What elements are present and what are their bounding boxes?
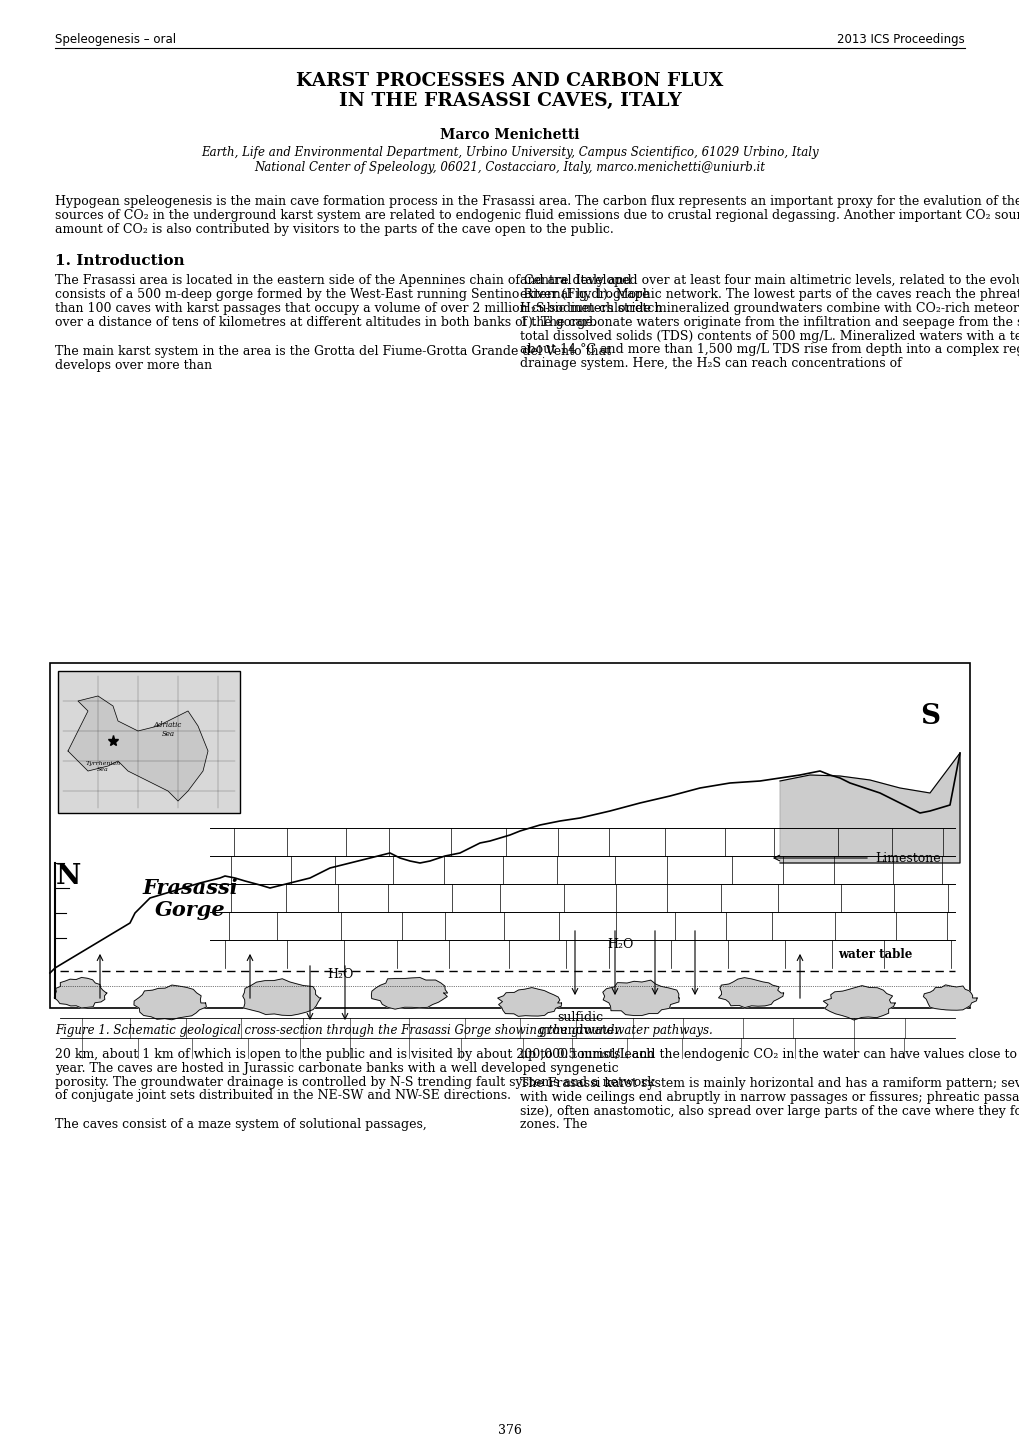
Text: drainage system. Here, the H₂S can reach concentrations of: drainage system. Here, the H₂S can reach… (520, 358, 901, 371)
Text: IN THE FRASASSI CAVES, ITALY: IN THE FRASASSI CAVES, ITALY (338, 92, 681, 110)
Text: Hypogean speleogenesis is the main cave formation process in the Frasassi area. : Hypogean speleogenesis is the main cave … (55, 195, 1019, 208)
Polygon shape (822, 986, 895, 1019)
Polygon shape (922, 985, 976, 1011)
Text: over a distance of tens of kilometres at different altitudes in both banks of th: over a distance of tens of kilometres at… (55, 316, 596, 329)
Text: total dissolved solids (TDS) contents of 500 mg/L. Mineralized waters with a tem: total dissolved solids (TDS) contents of… (520, 330, 1019, 343)
Text: of conjugate joint sets distribuited in the NE-SW and NW-SE directions.: of conjugate joint sets distribuited in … (55, 1089, 511, 1102)
Text: H₂O: H₂O (606, 937, 633, 952)
Text: H₂O: H₂O (326, 968, 353, 981)
Text: Earth, Life and Environmental Department, Urbino University, Campus Scientifico,: Earth, Life and Environmental Department… (201, 146, 818, 159)
Text: year. The caves are hosted in Jurassic carbonate banks with a well developed syn: year. The caves are hosted in Jurassic c… (55, 1061, 618, 1074)
Text: S: S (919, 704, 940, 730)
Text: consists of a 500 m-deep gorge formed by the West-East running Sentino River (Fi: consists of a 500 m-deep gorge formed by… (55, 288, 649, 301)
Polygon shape (602, 981, 679, 1015)
Polygon shape (497, 988, 561, 1017)
Text: 1). The carbonate waters originate from the infiltration and seepage from the su: 1). The carbonate waters originate from … (520, 316, 1019, 329)
Text: than 100 caves with karst passages that occupy a volume of over 2 million cubic : than 100 caves with karst passages that … (55, 301, 661, 314)
Text: KARST PROCESSES AND CARBON FLUX: KARST PROCESSES AND CARBON FLUX (297, 72, 722, 89)
Text: Frasassi: Frasassi (142, 878, 237, 898)
Text: size), often anastomotic, also spread over large parts of the cave where they fo: size), often anastomotic, also spread ov… (520, 1105, 1019, 1118)
Text: sources of CO₂ in the underground karst system are related to endogenic fluid em: sources of CO₂ in the underground karst … (55, 209, 1019, 222)
Text: and are developed over at least four main altimetric levels, related to the evol: and are developed over at least four mai… (520, 274, 1019, 287)
Text: 20 km, about 1 km of which is open to the public and is visited by about 200,000: 20 km, about 1 km of which is open to th… (55, 1048, 653, 1061)
Text: The main karst system in the area is the Grotta del Fiume-Grotta Grande del Vent: The main karst system in the area is the… (55, 345, 610, 358)
Text: Speleogenesis – oral: Speleogenesis – oral (55, 33, 176, 46)
Text: develops over more than: develops over more than (55, 359, 212, 372)
Text: N: N (55, 862, 81, 890)
Polygon shape (133, 985, 206, 1019)
Bar (50, 663, 969, 1008)
Text: Figure 1. Schematic geological cross-section through the Frasassi Gorge showing : Figure 1. Schematic geological cross-sec… (55, 1024, 712, 1037)
Text: Tyrrhenian
Sea: Tyrrhenian Sea (86, 761, 120, 771)
Text: Marco Menichetti: Marco Menichetti (440, 128, 579, 141)
Polygon shape (54, 978, 107, 1008)
Text: 376: 376 (497, 1425, 522, 1438)
Text: sulfidic: sulfidic (556, 1011, 602, 1024)
Bar (58, 671, 239, 813)
Polygon shape (243, 979, 321, 1015)
Text: Gorge: Gorge (155, 900, 225, 920)
Polygon shape (780, 753, 959, 862)
Text: with wide ceilings end abruptly in narrow passages or fissures; phreatic passage: with wide ceilings end abruptly in narro… (520, 1090, 1019, 1103)
Text: Adriatic
Sea: Adriatic Sea (154, 721, 182, 738)
Text: National Center of Speleology, 06021, Costacciaro, Italy, marco.menichetti@uniur: National Center of Speleology, 06021, Co… (255, 162, 764, 174)
Text: H₂S-sodium-chloride mineralized groundwaters combine with CO₂-rich meteoric circ: H₂S-sodium-chloride mineralized groundwa… (520, 301, 1019, 314)
Text: external hydrographic network. The lowest parts of the caves reach the phreatic : external hydrographic network. The lowes… (520, 288, 1019, 301)
Text: 2013 ICS Proceedings: 2013 ICS Proceedings (837, 33, 964, 46)
Text: amount of CO₂ is also contributed by visitors to the parts of the cave open to t: amount of CO₂ is also contributed by vis… (55, 222, 613, 235)
Text: porosity. The groundwater drainage is controlled by N-S trending fault systems a: porosity. The groundwater drainage is co… (55, 1076, 654, 1089)
Text: The Frasassi karst system is mainly horizontal and has a ramiform pattern; sever: The Frasassi karst system is mainly hori… (520, 1077, 1019, 1090)
Text: water table: water table (837, 947, 911, 960)
Polygon shape (371, 978, 447, 1009)
Text: 1. Introduction: 1. Introduction (55, 254, 184, 268)
Text: The Frasassi area is located in the eastern side of the Apennines chain of Centr: The Frasassi area is located in the east… (55, 274, 631, 287)
Text: Limestone: Limestone (874, 851, 940, 865)
Text: groundwater: groundwater (538, 1024, 621, 1037)
Polygon shape (68, 696, 208, 800)
Text: about 14 °C and more than 1,500 mg/L TDS rise from depth into a complex regional: about 14 °C and more than 1,500 mg/L TDS… (520, 343, 1019, 356)
Text: The caves consist of a maze system of solutional passages,: The caves consist of a maze system of so… (55, 1119, 426, 1132)
Polygon shape (717, 978, 783, 1008)
Text: zones. The: zones. The (520, 1119, 587, 1132)
Text: up to 0.5 mmol/L and the endogenic CO₂ in the water can have values close to 100: up to 0.5 mmol/L and the endogenic CO₂ i… (520, 1048, 1019, 1061)
